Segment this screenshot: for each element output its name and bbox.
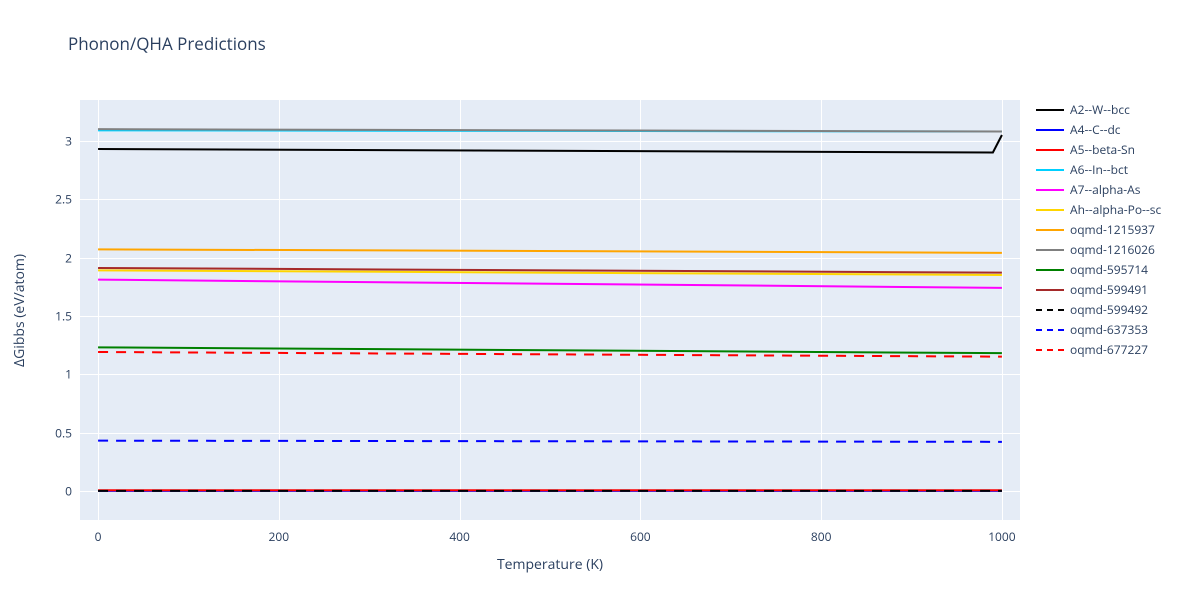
series-line[interactable] [98,280,1002,288]
xtick-label: 200 [269,528,290,545]
legend-item[interactable]: oqmd-1215937 [1036,220,1161,240]
xtick-label: 600 [630,528,651,545]
legend-item[interactable]: oqmd-599491 [1036,280,1161,300]
legend-label: A2--W--bcc [1070,104,1130,116]
legend-label: A5--beta-Sn [1070,144,1135,156]
legend-label: A7--alpha-As [1070,184,1140,196]
ytick-label: 3 [12,132,72,149]
series-layer [80,100,1020,520]
ytick-label: 0 [12,482,72,499]
legend-item[interactable]: A7--alpha-As [1036,180,1161,200]
legend-label: A6--In--bct [1070,164,1128,176]
legend-item[interactable]: oqmd-599492 [1036,300,1161,320]
legend-item[interactable]: A5--beta-Sn [1036,140,1161,160]
ytick-label: 1.5 [12,307,72,324]
legend-item[interactable]: oqmd-677227 [1036,340,1161,360]
ytick-label: 2.5 [12,191,72,208]
legend-label: oqmd-637353 [1070,324,1148,336]
legend-label: A4--C--dc [1070,124,1121,136]
ytick-label: 0.5 [12,424,72,441]
legend-item[interactable]: oqmd-595714 [1036,260,1161,280]
legend-swatch [1036,209,1064,211]
xtick-label: 400 [449,528,470,545]
xtick-label: 1000 [988,528,1015,545]
phonon-chart: Phonon/QHA Predictions Temperature (K) Δ… [0,0,1200,600]
xtick-label: 800 [811,528,832,545]
legend-label: oqmd-1216026 [1070,244,1155,256]
xtick-label: 0 [95,528,102,545]
legend-swatch [1036,149,1064,151]
series-line[interactable] [98,441,1002,442]
legend-swatch [1036,109,1064,111]
legend-item[interactable]: A4--C--dc [1036,120,1161,140]
legend-swatch [1036,309,1064,311]
legend-swatch [1036,349,1064,351]
legend-label: oqmd-595714 [1070,264,1148,276]
plot-area[interactable] [80,100,1020,520]
legend-item[interactable]: A6--In--bct [1036,160,1161,180]
legend-item[interactable]: A2--W--bcc [1036,100,1161,120]
legend-swatch [1036,249,1064,251]
legend-swatch [1036,169,1064,171]
legend-label: oqmd-599492 [1070,304,1148,316]
series-line[interactable] [98,249,1002,253]
legend-swatch [1036,129,1064,131]
legend-swatch [1036,329,1064,331]
legend-label: oqmd-599491 [1070,284,1148,296]
legend-item[interactable]: Ah--alpha-Po--sc [1036,200,1161,220]
xaxis-label: Temperature (K) [80,555,1020,574]
legend-item[interactable]: oqmd-1216026 [1036,240,1161,260]
series-line[interactable] [98,135,1002,153]
ytick-label: 1 [12,366,72,383]
legend-label: Ah--alpha-Po--sc [1070,204,1161,216]
legend-item[interactable]: oqmd-637353 [1036,320,1161,340]
legend-swatch [1036,229,1064,231]
legend-label: oqmd-1215937 [1070,224,1155,236]
legend-swatch [1036,189,1064,191]
ytick-label: 2 [12,249,72,266]
legend: A2--W--bcc A4--C--dc A5--beta-Sn A6--In--bc… [1036,100,1161,360]
chart-title: Phonon/QHA Predictions [68,32,266,55]
legend-swatch [1036,269,1064,271]
legend-swatch [1036,289,1064,291]
legend-label: oqmd-677227 [1070,344,1148,356]
